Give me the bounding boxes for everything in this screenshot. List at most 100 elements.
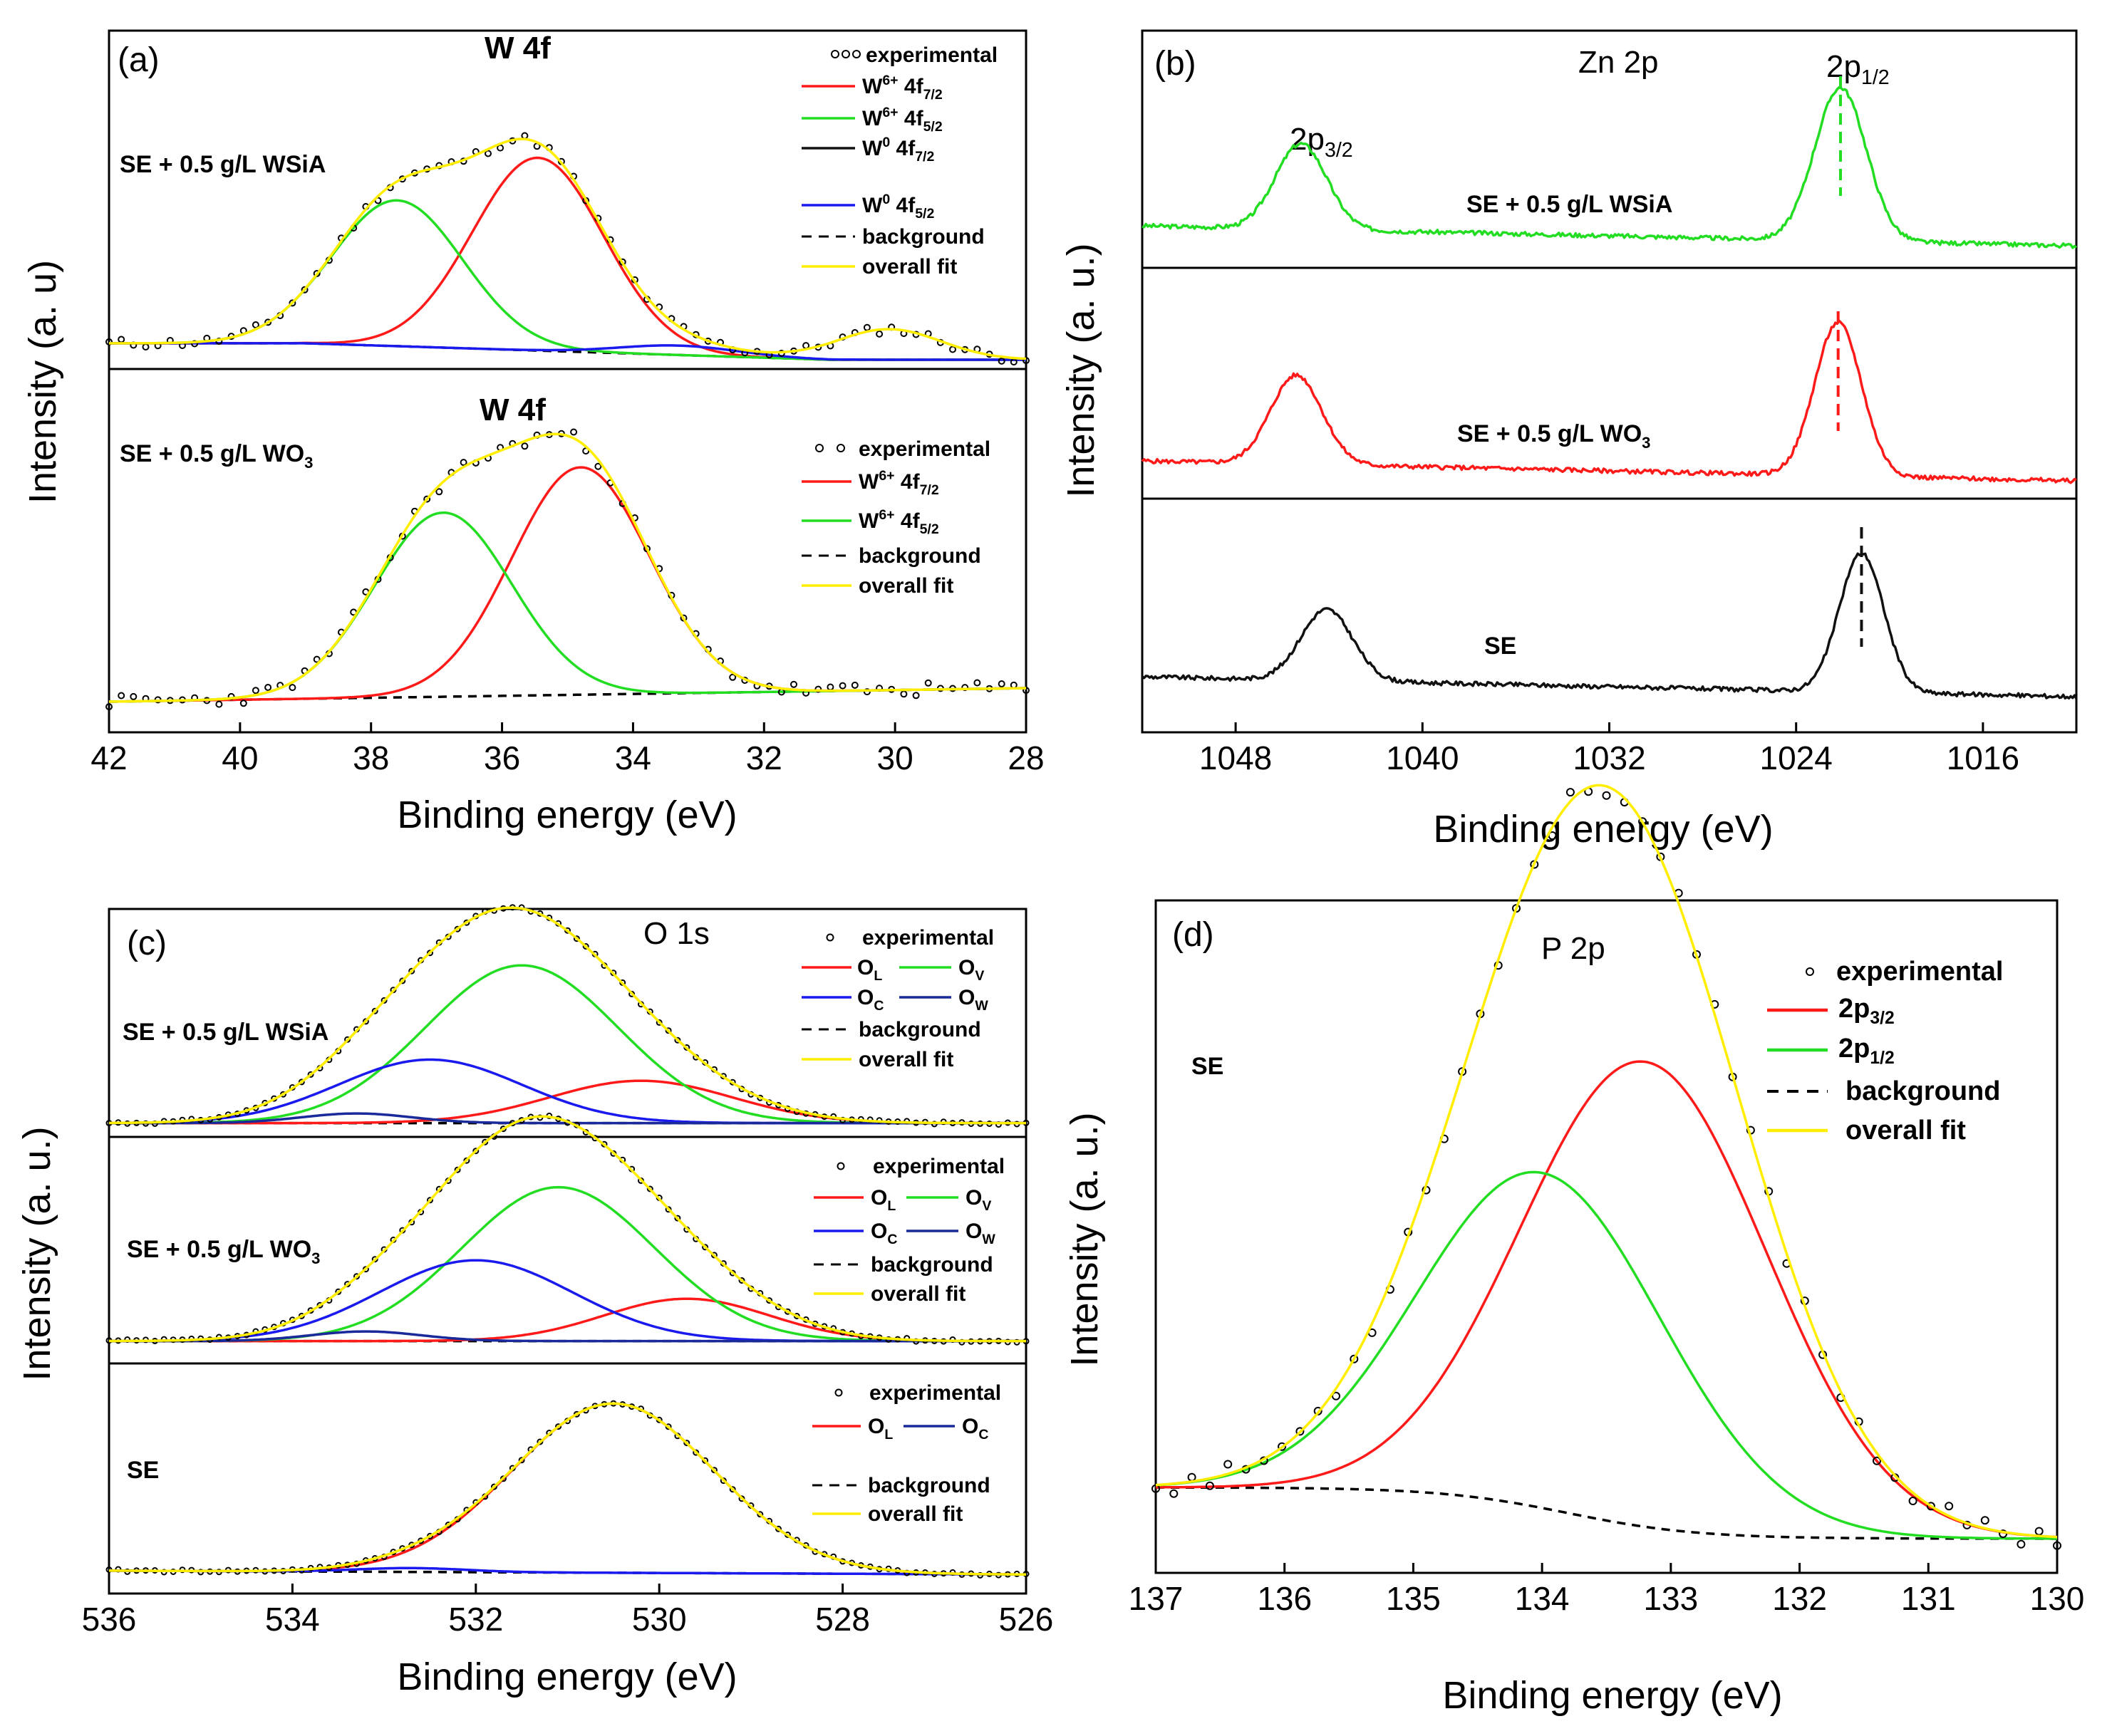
component-curve [109, 1112, 1026, 1125]
panel-a-bottom-legend: experimental W6+ 4f7/2 W6+ 4f5/2 backgro… [802, 437, 990, 598]
panel-c-sample-wsia: SE + 0.5 g/L WSiA [123, 1019, 328, 1046]
experimental-point [399, 977, 406, 984]
x-tick-label: 36 [484, 739, 520, 776]
experimental-point [973, 679, 981, 687]
legend-experimental: experimental [869, 1381, 1001, 1405]
overall-fit-curve [109, 1402, 1026, 1576]
experimental-point [674, 1036, 681, 1044]
x-tick-label: 534 [265, 1601, 320, 1638]
experimental-point [839, 682, 847, 690]
legend-background: background [862, 225, 985, 249]
experimental-point [264, 318, 272, 326]
experimental-point [683, 1440, 690, 1447]
x-tick-label: 136 [1257, 1580, 1312, 1617]
zn2p-spectrum [1141, 85, 2078, 249]
experimental-point [693, 1449, 700, 1456]
legend-experimental: experimental [859, 437, 990, 461]
experimental-point [1023, 687, 1030, 695]
legend-marker-experimental [842, 50, 850, 58]
x-tick-label: 42 [90, 739, 127, 776]
component-curve [109, 342, 1026, 361]
experimental-point [142, 343, 150, 350]
x-tick-label: 530 [632, 1601, 687, 1638]
panel-a-bottom-sample: SE + 0.5 g/L WO3 [120, 440, 313, 472]
x-tick-label: 38 [353, 739, 389, 776]
experimental-point [2034, 1527, 2044, 1536]
x-tick-label: 132 [1772, 1580, 1827, 1617]
x-tick-label: 1024 [1760, 739, 1833, 776]
experimental-point [105, 338, 113, 345]
experimental-point [289, 299, 296, 307]
x-tick-label: 532 [448, 1601, 503, 1638]
component-curve [109, 1330, 1026, 1343]
panel-b-plot [1141, 76, 2078, 700]
panel-c-title: O 1s [643, 916, 710, 951]
component-curve [1156, 1060, 2058, 1539]
panel-a-bottom-plot [105, 428, 1030, 711]
experimental-point [702, 1244, 709, 1251]
legend-ol: OL [871, 1186, 896, 1214]
experimental-point [790, 680, 797, 688]
experimental-point [485, 150, 492, 157]
overall-fit-curve [1155, 784, 2058, 1539]
experimental-point [1945, 1502, 1954, 1511]
experimental-point [215, 700, 223, 708]
experimental-point [1908, 1497, 1917, 1505]
experimental-point [775, 1525, 782, 1532]
panel-d-label: (d) [1172, 916, 1214, 954]
panel-d-title: P 2p [1541, 931, 1605, 966]
x-tick-label: 1016 [1947, 739, 2019, 776]
x-tick-label: 32 [746, 739, 782, 776]
legend-background: background [868, 1474, 990, 1497]
panel-d-legend: experimental 2p3/2 2p1/2 background over… [1767, 957, 2003, 1145]
experimental-point [1565, 788, 1575, 797]
experimental-point [1980, 1516, 1989, 1525]
panel-d: (d) P 2p SE experimental 2p3/2 2p1/2 bac… [1063, 784, 2085, 1717]
experimental-point [594, 462, 602, 470]
legend-ol: OL [857, 956, 882, 984]
legend-overall-fit: overall fit [859, 1048, 953, 1071]
experimental-point [252, 321, 259, 328]
panel-b-sample-se: SE [1484, 633, 1516, 660]
experimental-point [423, 495, 431, 503]
panel-c-y-axis-label: Intensity (a. u.) [16, 1126, 58, 1381]
legend-overall-fit: overall fit [871, 1282, 966, 1306]
x-tick-label: 28 [1008, 739, 1044, 776]
overall-fit-curve [109, 906, 1026, 1125]
panel-b: (b) Zn 2p 2p3/2 2p1/2 SE + 0.5 g/L WSiA … [1060, 29, 2078, 851]
legend-background: background [859, 1018, 981, 1041]
legend-w6-4f72: W6+ 4f7/2 [859, 468, 939, 498]
legend-oc: OC [871, 1220, 897, 1247]
panel-c-label: (c) [127, 925, 167, 962]
experimental-point [729, 673, 737, 681]
experimental-point [353, 1273, 360, 1280]
experimental-point [460, 459, 467, 467]
overall-fit-curve [109, 137, 1027, 360]
experimental-point [912, 692, 920, 700]
legend-oc: OC [962, 1415, 988, 1443]
experimental-point [900, 690, 908, 698]
panel-d-x-axis-label: Binding energy (eV) [1442, 1674, 1782, 1717]
experimental-point [521, 132, 529, 140]
panel-d-x-ticks: 137 136 135 134 133 132 131 130 [1129, 1563, 2085, 1617]
experimental-point [924, 679, 932, 687]
legend-w0-4f72: W0 4f7/2 [862, 135, 934, 165]
experimental-point [521, 442, 529, 450]
legend-overall-fit: overall fit [1845, 1116, 1966, 1145]
panel-c-legend-3: experimental OL OC background overall fi… [812, 1381, 1001, 1526]
x-tick-label: 130 [2030, 1580, 2085, 1617]
panel-c: (c) O 1s SE + 0.5 g/L WSiA SE + 0.5 g/L … [16, 904, 1053, 1698]
x-tick-label: 137 [1129, 1580, 1184, 1617]
legend-marker-experimental [826, 933, 834, 942]
experimental-point [949, 345, 956, 353]
experimental-point [298, 1078, 305, 1086]
panel-c-sample-se: SE [127, 1457, 159, 1484]
experimental-point [537, 1438, 544, 1445]
legend-background: background [1845, 1076, 2000, 1106]
experimental-point [738, 1277, 745, 1284]
x-tick-label: 34 [615, 739, 651, 776]
experimental-point [1223, 1460, 1233, 1469]
experimental-point [570, 428, 578, 436]
panel-a-top-plot [105, 132, 1030, 366]
